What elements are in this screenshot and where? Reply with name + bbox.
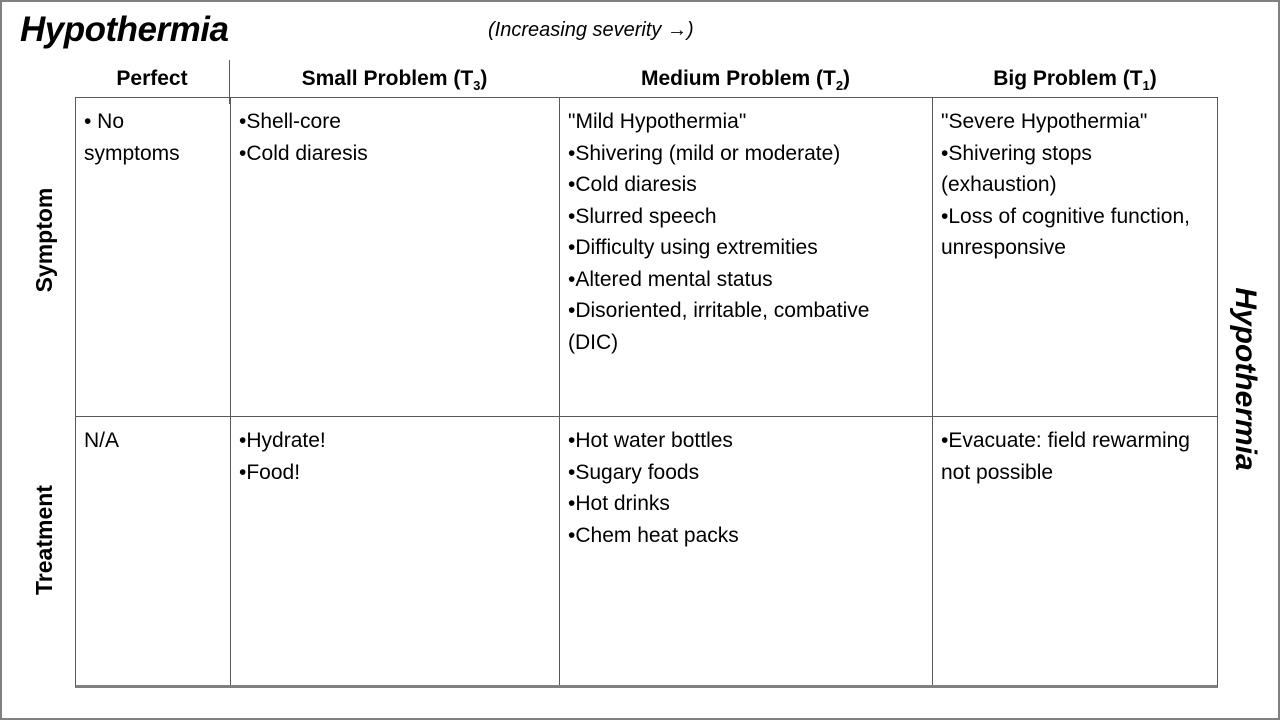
column-header-suffix: ) — [480, 67, 488, 90]
page-title: Hypothermia — [20, 10, 229, 49]
severity-note: (Increasing severity →) — [488, 19, 694, 41]
column-header-suffix: ) — [843, 67, 851, 90]
cell-treatment-medium-problem: •Hot water bottles •Sugary foods •Hot dr… — [560, 416, 933, 685]
column-header-label: Big Problem (T — [993, 67, 1143, 90]
severity-table: • No symptoms •Shell-core •Cold diaresis… — [75, 97, 1218, 688]
cell-symptom-medium-problem: "Mild Hypothermia" •Shivering (mild or m… — [560, 98, 933, 416]
column-header-suffix: ) — [1149, 67, 1157, 90]
right-side-label: Hypothermia — [1229, 287, 1262, 471]
row-label-treatment: Treatment — [31, 485, 57, 595]
cell-treatment-perfect: N/A — [76, 416, 231, 685]
column-header-label: Perfect — [116, 67, 188, 90]
column-header-big-problem: Big Problem (T1) — [932, 60, 1218, 104]
cell-symptom-big-problem: "Severe Hypothermia" •Shivering stops (e… — [941, 110, 1190, 259]
column-header-label: Small Problem (T — [301, 67, 474, 90]
column-header-small-problem: Small Problem (T3) — [230, 60, 559, 104]
column-header-subscript: 1 — [1142, 78, 1150, 94]
column-header-subscript: 3 — [473, 78, 481, 94]
column-header-row: Perfect Small Problem (T3) Medium Proble… — [75, 60, 1218, 105]
cell-treatment-big-problem: •Evacuate: field rewarming not possible — [933, 416, 1217, 685]
cell-treatment-small-problem: •Hydrate! •Food! — [231, 416, 560, 685]
row-label-symptom: Symptom — [31, 187, 57, 293]
cell-symptom-perfect: • No symptoms — [76, 98, 231, 416]
column-header-medium-problem: Medium Problem (T2) — [559, 60, 932, 104]
column-header-subscript: 2 — [835, 78, 844, 94]
column-header-label: Medium Problem (T — [640, 67, 836, 90]
cell-symptom-small-problem: •Shell-core •Cold diaresis — [231, 98, 560, 416]
column-header-perfect: Perfect — [75, 60, 230, 105]
